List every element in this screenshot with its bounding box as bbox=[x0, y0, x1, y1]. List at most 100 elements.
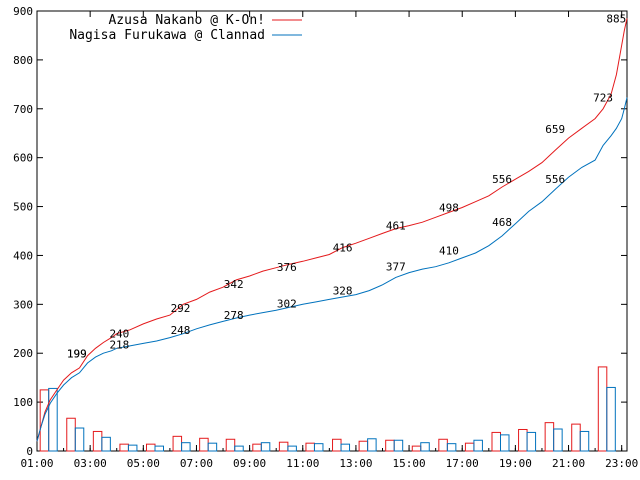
hourly-bar bbox=[74, 427, 85, 452]
y-tick-label: 0 bbox=[26, 445, 33, 458]
hourly-bar bbox=[499, 434, 510, 452]
hourly-bar bbox=[446, 443, 457, 452]
data-label: 199 bbox=[67, 348, 87, 361]
hourly-bar bbox=[491, 431, 501, 452]
hourly-bar bbox=[553, 428, 563, 452]
data-label: 278 bbox=[224, 309, 244, 322]
hourly-bar bbox=[597, 366, 608, 452]
hourly-bar bbox=[101, 436, 111, 452]
data-label: 410 bbox=[439, 245, 459, 258]
hourly-bar bbox=[39, 389, 50, 452]
data-label: 328 bbox=[333, 285, 353, 298]
data-label: 498 bbox=[439, 202, 459, 215]
cumulative-lines bbox=[36, 18, 628, 442]
data-label: 468 bbox=[492, 216, 512, 229]
hourly-bar bbox=[199, 437, 209, 452]
hourly-bar bbox=[313, 443, 324, 452]
x-tick-label: 07:00 bbox=[180, 457, 213, 470]
hourly-bar bbox=[579, 430, 590, 452]
hourly-bar bbox=[473, 439, 483, 452]
series-line bbox=[36, 18, 628, 442]
y-tick-label: 400 bbox=[13, 249, 33, 262]
hourly-bar bbox=[367, 438, 377, 452]
x-tick-label: 15:00 bbox=[393, 457, 426, 470]
data-label: 240 bbox=[109, 328, 129, 341]
data-label: 377 bbox=[386, 261, 406, 274]
data-label: 556 bbox=[545, 173, 565, 186]
hourly-bar bbox=[234, 445, 244, 452]
hourly-bar bbox=[571, 423, 581, 452]
hourly-bar bbox=[48, 387, 58, 452]
hourly-bar bbox=[411, 445, 422, 452]
hourly-bar bbox=[518, 428, 528, 452]
y-tick-label: 700 bbox=[13, 103, 33, 116]
x-tick-label: 09:00 bbox=[233, 457, 266, 470]
y-tick-label: 600 bbox=[13, 152, 33, 165]
hourly-bar bbox=[420, 442, 430, 452]
data-label: 218 bbox=[109, 338, 129, 351]
data-label: 376 bbox=[277, 261, 297, 274]
data-label: 461 bbox=[386, 220, 406, 233]
hourly-bar bbox=[172, 435, 183, 452]
hourly-bars bbox=[39, 366, 616, 452]
y-tick-label: 900 bbox=[13, 5, 33, 18]
data-label: 199 bbox=[67, 348, 87, 361]
y-axis: 0 100 200 300 400 500 600 700 800 900 bbox=[13, 5, 627, 458]
x-tick-label: 05:00 bbox=[127, 457, 160, 470]
plot-frame bbox=[36, 10, 628, 452]
hourly-bar bbox=[278, 441, 289, 452]
hourly-bar bbox=[526, 431, 537, 452]
x-tick-label: 01:00 bbox=[20, 457, 53, 470]
hourly-bar bbox=[340, 443, 351, 452]
hourly-bar bbox=[287, 445, 297, 452]
x-tick-label: 19:00 bbox=[499, 457, 532, 470]
hourly-bar bbox=[606, 386, 616, 452]
series-line bbox=[36, 97, 628, 442]
hourly-bar bbox=[393, 439, 404, 452]
legend-label: Azusa Nakano @ K-On! bbox=[108, 13, 265, 28]
hourly-bar bbox=[544, 422, 555, 452]
data-label: 342 bbox=[224, 278, 244, 291]
data-label: 248 bbox=[171, 324, 191, 337]
hourly-bar bbox=[438, 438, 448, 452]
data-label: 292 bbox=[171, 302, 191, 315]
x-tick-label: 13:00 bbox=[339, 457, 372, 470]
hourly-bar bbox=[92, 430, 103, 452]
data-label: 302 bbox=[277, 297, 297, 310]
data-label: 659 bbox=[545, 123, 565, 136]
x-tick-label: 17:00 bbox=[446, 457, 479, 470]
x-axis: 01:00 03:00 05:00 07:00 09:00 11:00 13:00 15:00… bbox=[20, 11, 638, 470]
hourly-bar bbox=[66, 417, 76, 452]
x-tick-label: 21:00 bbox=[552, 457, 585, 470]
x-tick-label: 11:00 bbox=[286, 457, 319, 470]
y-tick-label: 300 bbox=[13, 298, 33, 311]
hourly-bar bbox=[145, 443, 156, 452]
hourly-bar bbox=[181, 442, 191, 452]
y-tick-label: 500 bbox=[13, 201, 33, 214]
hourly-bar bbox=[260, 442, 271, 452]
hourly-bar bbox=[207, 442, 218, 452]
legend: Azusa Nakano @ K-On!Nagisa Furukawa @ Cl… bbox=[69, 13, 302, 43]
hourly-bar bbox=[127, 444, 138, 452]
hourly-bar bbox=[154, 445, 165, 452]
data-label: 723 bbox=[593, 92, 613, 105]
y-tick-label: 100 bbox=[13, 396, 33, 409]
data-labels: 1992402923423764164614985566597238851992… bbox=[67, 12, 626, 360]
y-tick-label: 800 bbox=[13, 54, 33, 67]
hourly-bar bbox=[119, 443, 129, 452]
hourly-bar bbox=[225, 438, 236, 452]
hourly-bar bbox=[305, 442, 315, 452]
hourly-bar bbox=[385, 439, 395, 452]
hourly-bar bbox=[252, 443, 262, 452]
hourly-bar bbox=[464, 442, 475, 452]
x-tick-label: 23:00 bbox=[605, 457, 638, 470]
x-tick-label: 03:00 bbox=[74, 457, 107, 470]
data-label: 885 bbox=[606, 12, 626, 25]
legend-label: Nagisa Furukawa @ Clannad bbox=[69, 28, 265, 43]
data-label: 556 bbox=[492, 173, 512, 186]
y-tick-label: 200 bbox=[13, 347, 33, 360]
hourly-bar bbox=[358, 440, 369, 452]
hourly-bar bbox=[332, 438, 342, 452]
data-label: 416 bbox=[333, 242, 353, 255]
